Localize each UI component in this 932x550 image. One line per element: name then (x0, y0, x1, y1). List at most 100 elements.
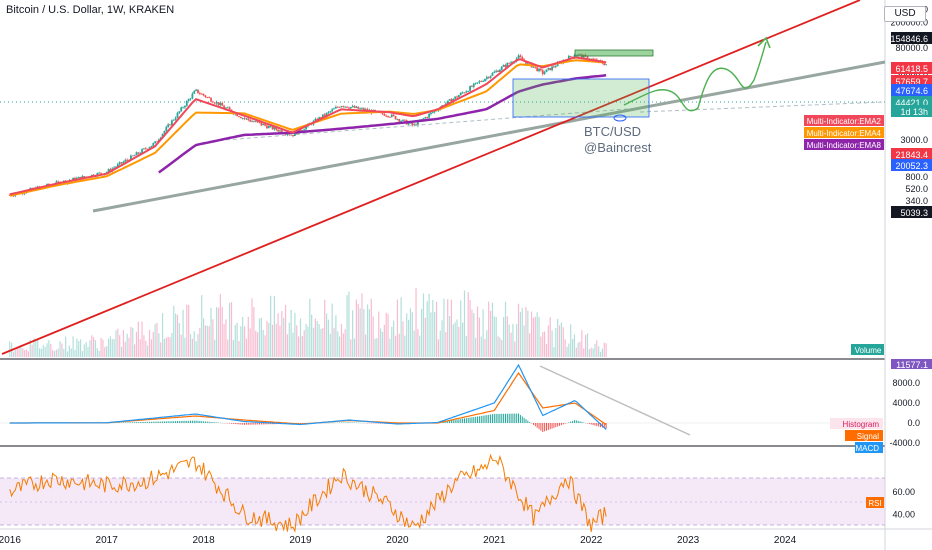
candle[interactable] (385, 114, 388, 118)
candle[interactable] (348, 106, 350, 109)
candle[interactable] (210, 97, 212, 103)
candle[interactable] (165, 125, 168, 132)
candle[interactable] (219, 101, 222, 107)
candle[interactable] (491, 72, 494, 77)
candle[interactable] (197, 89, 199, 94)
candle[interactable] (402, 119, 404, 122)
candle[interactable] (327, 110, 330, 115)
candle[interactable] (484, 78, 486, 82)
candle[interactable] (333, 107, 335, 110)
candle[interactable] (303, 128, 306, 131)
candle[interactable] (489, 75, 492, 79)
candle[interactable] (448, 98, 451, 101)
candle[interactable] (118, 161, 121, 166)
candle[interactable] (334, 105, 337, 109)
candle[interactable] (167, 123, 170, 128)
candle[interactable] (547, 67, 550, 71)
candle[interactable] (459, 92, 462, 96)
candle[interactable] (256, 121, 259, 123)
candle[interactable] (539, 67, 542, 72)
candle[interactable] (532, 66, 535, 68)
candle[interactable] (277, 128, 280, 133)
candle[interactable] (238, 115, 240, 118)
candle[interactable] (189, 97, 192, 101)
candle[interactable] (176, 111, 179, 119)
candle[interactable] (430, 112, 432, 116)
candle[interactable] (351, 104, 354, 108)
candle[interactable] (267, 124, 270, 129)
candle[interactable] (249, 119, 252, 123)
candle[interactable] (279, 129, 281, 133)
candle[interactable] (150, 145, 153, 148)
candle[interactable] (225, 106, 227, 109)
target-zone[interactable] (574, 49, 654, 57)
candle[interactable] (519, 54, 522, 58)
candle[interactable] (221, 101, 224, 106)
candle[interactable] (480, 80, 483, 83)
candle[interactable] (553, 64, 555, 69)
macd-trendline[interactable] (539, 365, 691, 436)
candle[interactable] (389, 116, 391, 118)
candle[interactable] (191, 92, 194, 100)
candle[interactable] (172, 119, 175, 121)
candle[interactable] (361, 107, 363, 110)
candle[interactable] (521, 55, 524, 60)
candle[interactable] (396, 118, 399, 121)
projection-path[interactable] (623, 41, 767, 112)
candle[interactable] (77, 176, 80, 179)
candle[interactable] (554, 64, 557, 69)
candle[interactable] (182, 106, 184, 109)
candle[interactable] (469, 85, 471, 92)
candle[interactable] (465, 90, 468, 93)
candle[interactable] (344, 106, 347, 109)
candle[interactable] (502, 64, 505, 67)
currency-selector[interactable]: USD (884, 6, 926, 22)
candle[interactable] (202, 93, 205, 97)
candle[interactable] (195, 88, 198, 92)
candle[interactable] (338, 106, 341, 108)
candle[interactable] (346, 106, 348, 108)
candle[interactable] (135, 151, 138, 156)
candle[interactable] (144, 146, 147, 150)
candle[interactable] (208, 96, 211, 99)
candle[interactable] (226, 106, 229, 109)
candle[interactable] (133, 154, 136, 156)
candle[interactable] (200, 92, 203, 95)
candle[interactable] (359, 107, 362, 110)
candle[interactable] (185, 100, 188, 107)
candle[interactable] (454, 96, 457, 100)
candle[interactable] (180, 106, 183, 112)
candle[interactable] (474, 82, 477, 85)
candle[interactable] (353, 105, 356, 109)
candle[interactable] (504, 63, 507, 69)
red-support-line[interactable] (1, 0, 861, 355)
candle[interactable] (251, 119, 253, 123)
candle[interactable] (487, 76, 490, 79)
candle[interactable] (605, 64, 608, 66)
candle[interactable] (478, 80, 481, 85)
candle[interactable] (467, 90, 470, 92)
candle[interactable] (573, 53, 576, 58)
candle[interactable] (124, 158, 127, 163)
candle[interactable] (228, 106, 231, 110)
candle[interactable] (154, 141, 157, 144)
candle[interactable] (500, 66, 503, 72)
candle[interactable] (551, 65, 553, 72)
candle[interactable] (592, 57, 594, 60)
candle[interactable] (258, 122, 261, 124)
candle[interactable] (252, 120, 255, 123)
candle[interactable] (245, 117, 248, 121)
candle[interactable] (178, 111, 181, 115)
candle[interactable] (156, 140, 158, 143)
candle[interactable] (498, 68, 501, 73)
candle[interactable] (534, 66, 537, 69)
candle[interactable] (137, 152, 140, 155)
candle[interactable] (131, 155, 134, 157)
candle[interactable] (152, 142, 155, 147)
candle[interactable] (98, 171, 101, 174)
candle[interactable] (457, 94, 460, 98)
candle[interactable] (357, 106, 360, 109)
candle[interactable] (476, 82, 479, 85)
candle[interactable] (262, 123, 265, 126)
